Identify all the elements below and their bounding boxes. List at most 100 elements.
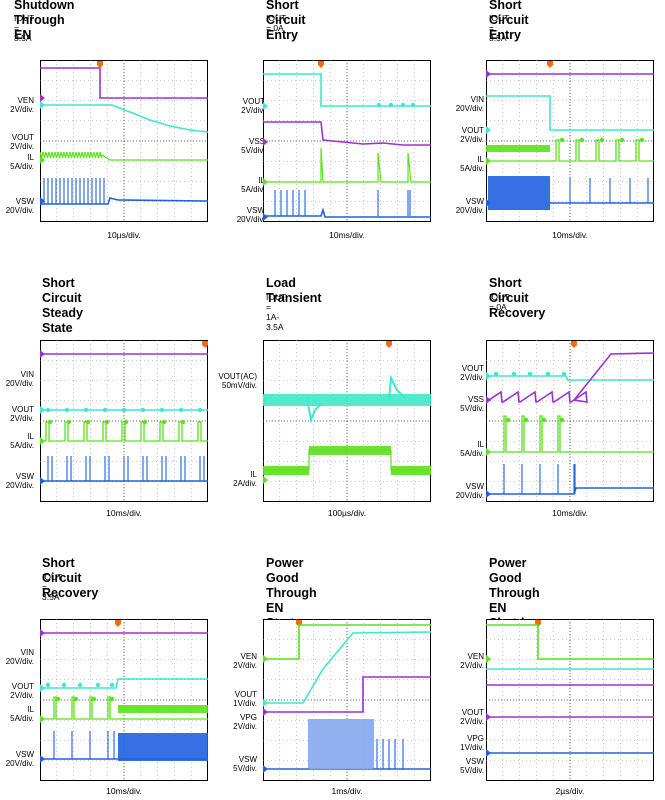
il-dot bbox=[104, 419, 110, 425]
panel-title: Short Circuit Recovery bbox=[489, 276, 546, 320]
channel-marker bbox=[486, 126, 491, 134]
vout-dot bbox=[61, 682, 67, 688]
vout-ac-undershoot bbox=[306, 397, 322, 424]
channel-marker bbox=[486, 448, 491, 456]
channel-marker bbox=[486, 157, 491, 165]
vout-ac-overshoot bbox=[388, 374, 406, 401]
channel-label-vss: VSS 5V/div. bbox=[241, 137, 265, 155]
channel-label-vsw: VSW 20V/div. bbox=[5, 197, 34, 215]
channel-marker bbox=[40, 629, 45, 637]
panel-title: Short Circuit Entry bbox=[489, 0, 529, 42]
vout-dot bbox=[388, 102, 394, 108]
trigger-marker bbox=[571, 341, 577, 348]
scope-screen bbox=[40, 340, 208, 502]
vsw-switching bbox=[569, 178, 649, 203]
channel-label-vpg: VPG 2V/div. bbox=[233, 713, 257, 731]
il-dot bbox=[559, 137, 565, 143]
channel-marker bbox=[40, 94, 45, 102]
scope-screen bbox=[263, 619, 431, 781]
channel-marker bbox=[40, 715, 45, 723]
channel-label-vsw: VSW 20V/div. bbox=[455, 482, 484, 500]
ven-trace bbox=[263, 624, 431, 660]
vout-dot bbox=[159, 407, 165, 413]
channel-label-il: IL 2A/div. bbox=[233, 470, 257, 488]
il-pulses bbox=[486, 139, 654, 162]
vout-dot bbox=[102, 407, 108, 413]
channel-marker bbox=[40, 197, 45, 205]
channel-label-vout: VOUT 2V/div. bbox=[460, 364, 484, 382]
il-dot bbox=[599, 137, 605, 143]
vout-dot bbox=[109, 682, 115, 688]
vout-trace bbox=[40, 104, 208, 133]
time-scale-label: 10µs/div. bbox=[107, 230, 141, 240]
vout-dot bbox=[45, 682, 51, 688]
channel-label-vsw: VSW 20V/div. bbox=[455, 197, 484, 215]
panel-subtitle: IOUT = 0A bbox=[266, 13, 287, 33]
channel-label-vout: VOUT 1V/div. bbox=[233, 690, 257, 708]
trigger-marker bbox=[202, 341, 208, 348]
time-scale-label: 100µs/div. bbox=[327, 508, 367, 518]
panel-title: Shutdown Through EN bbox=[14, 0, 75, 42]
channel-label-il: IL 5A/div. bbox=[10, 153, 34, 171]
scope-screen bbox=[486, 340, 654, 502]
il-dot bbox=[180, 419, 186, 425]
channel-label-vin: VIN 20V/div. bbox=[5, 648, 34, 666]
panel-subtitle: IOUT = 0A bbox=[489, 292, 510, 312]
channel-label-vout: VOUT 2V/div. bbox=[460, 708, 484, 726]
ven-trace bbox=[486, 624, 654, 660]
time-scale-label: 10ms/div. bbox=[552, 508, 588, 518]
vsw-switching bbox=[376, 739, 404, 769]
channel-label-vss: VSS 5V/div. bbox=[460, 395, 484, 413]
il-dot bbox=[559, 417, 565, 423]
panel-subtitle: IOUT = 3.5A bbox=[42, 572, 63, 602]
channel-marker bbox=[486, 713, 491, 721]
scope-screen bbox=[486, 619, 654, 781]
panel-subtitle: IOUT = 3.5A bbox=[14, 13, 35, 43]
panel-subtitle: IOUT = 3.5A bbox=[489, 13, 510, 43]
il-dot bbox=[579, 137, 585, 143]
channel-marker bbox=[263, 396, 268, 404]
channel-marker bbox=[486, 199, 491, 207]
vout-ac-band bbox=[263, 394, 431, 406]
channel-marker bbox=[40, 684, 45, 692]
vout-dot bbox=[121, 407, 127, 413]
channel-marker bbox=[486, 70, 491, 78]
vout-dot bbox=[95, 682, 101, 688]
channel-marker bbox=[40, 406, 45, 414]
channel-label-vsw: VSW 5V/div. bbox=[460, 757, 484, 775]
vout-trace bbox=[486, 375, 654, 381]
il-band bbox=[486, 145, 550, 152]
vout-trace bbox=[263, 73, 431, 107]
channel-marker bbox=[40, 350, 45, 358]
vout-dot bbox=[45, 407, 51, 413]
vout-dot bbox=[178, 407, 184, 413]
channel-marker bbox=[486, 490, 491, 498]
channel-marker bbox=[263, 476, 268, 484]
il-pulses bbox=[486, 415, 654, 453]
vsw-switching bbox=[53, 731, 115, 759]
channel-marker bbox=[486, 655, 491, 663]
panel-title: Short Circuit Entry bbox=[266, 0, 306, 42]
trigger-marker bbox=[97, 61, 103, 68]
vout-trace bbox=[486, 95, 654, 131]
panel-title: Load Transient bbox=[266, 276, 322, 305]
channel-label-ven: VEN 2V/div. bbox=[10, 96, 34, 114]
ven-trace bbox=[40, 67, 208, 99]
channel-label-ven: VEN 2V/div. bbox=[460, 652, 484, 670]
vout-trace bbox=[263, 631, 431, 704]
il-dot bbox=[619, 137, 625, 143]
il-dot bbox=[109, 696, 115, 702]
channel-label-vout: VOUT 2V/div. bbox=[460, 126, 484, 144]
panel-title: Short Circuit Recovery bbox=[42, 556, 99, 600]
vsw-band bbox=[118, 733, 208, 761]
channel-marker bbox=[486, 372, 491, 380]
channel-marker bbox=[263, 708, 268, 716]
il-band-high bbox=[309, 446, 391, 455]
channel-label-vout: VOUT 2V/div. bbox=[10, 405, 34, 423]
channel-label-vout: VOUT 2V/div. bbox=[241, 97, 265, 115]
time-scale-label: 10ms/div. bbox=[329, 230, 365, 240]
vout-dot bbox=[400, 102, 406, 108]
il-band-low bbox=[391, 466, 431, 475]
scope-screen bbox=[486, 60, 654, 222]
channel-label-vout: VOUT 2V/div. bbox=[10, 682, 34, 700]
